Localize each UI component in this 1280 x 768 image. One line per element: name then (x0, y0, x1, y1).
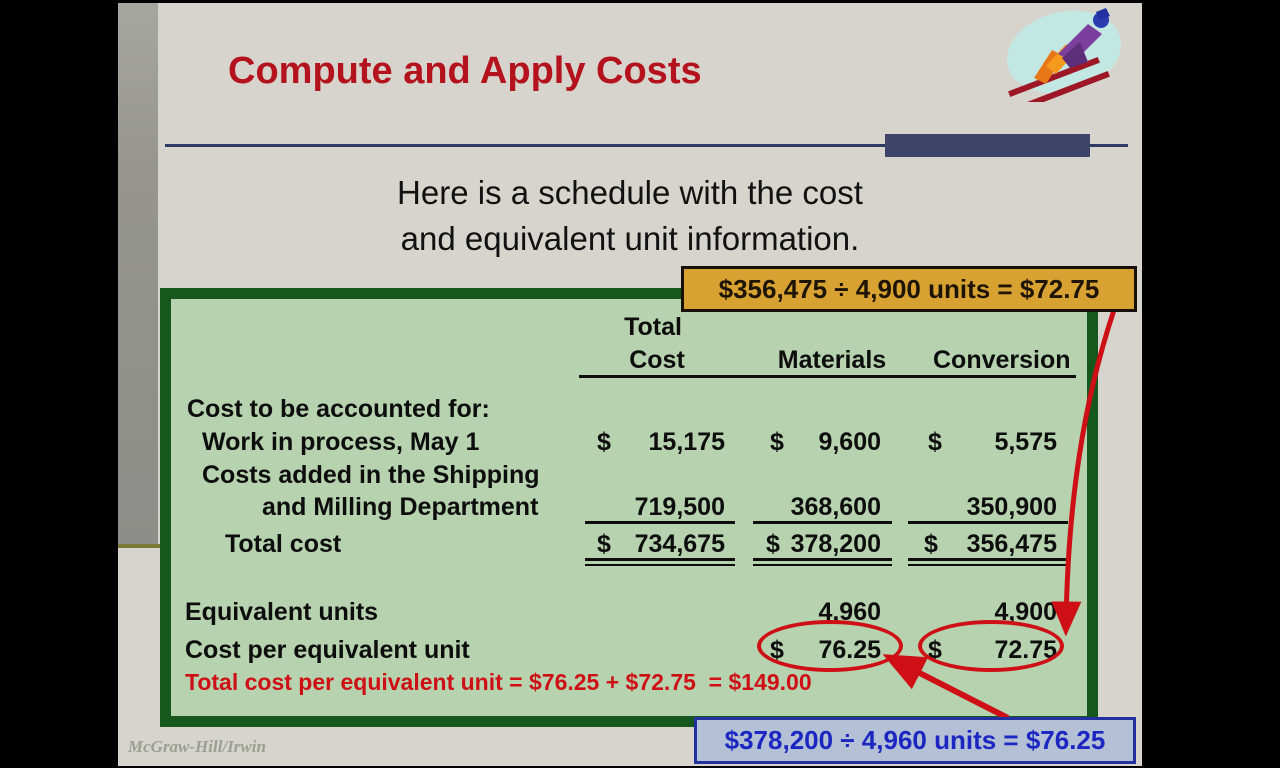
row-added-label-1: Costs added in the Shipping (202, 461, 540, 489)
grand-rule-total-1 (585, 558, 735, 561)
header-total-line2: Cost (629, 346, 685, 374)
circle-annotation-76-25 (757, 620, 903, 672)
conversion-formula-callout: $356,475 ÷ 4,900 units = $72.75 (681, 266, 1137, 312)
grand-rule-mat-1 (753, 558, 892, 561)
materials-formula-callout: $378,200 ÷ 4,960 units = $76.25 (694, 717, 1136, 764)
row-wip-conv-dollar: $ (928, 428, 942, 456)
row-totalcost-total-dollar: $ (597, 530, 611, 558)
row-wip-mat: 9,600 (818, 428, 881, 456)
left-gray-strip (118, 3, 158, 544)
row-totalcost-mat: 378,200 (790, 530, 881, 558)
row-added-conv: 350,900 (966, 493, 1057, 521)
grand-rule-conv-2 (908, 564, 1068, 566)
page-title: Compute and Apply Costs (228, 50, 702, 92)
row-totalcost-conv-dollar: $ (924, 530, 938, 558)
header-conversion: Conversion (933, 346, 1071, 374)
grand-rule-conv-1 (908, 558, 1068, 561)
header-materials: Materials (777, 346, 887, 374)
row-added-label-2: and Milling Department (262, 493, 539, 521)
row-totalcost-conv: 356,475 (966, 530, 1057, 558)
subtotal-rule-total (585, 521, 735, 524)
grand-rule-mat-2 (753, 564, 892, 566)
navy-accent-bar (885, 134, 1090, 157)
subtotal-rule-mat (753, 521, 892, 524)
row-wip-total: 15,175 (648, 428, 725, 456)
skier-clipart-icon (1006, 8, 1122, 102)
row-totalcost-total: 734,675 (634, 530, 725, 558)
circle-annotation-72-75 (918, 620, 1064, 672)
row-equnits-label: Equivalent units (185, 598, 379, 626)
publisher-footer: McGraw-Hill/Irwin (128, 737, 266, 756)
row-added-mat: 368,600 (790, 493, 881, 521)
subtotal-rule-conv (908, 521, 1068, 524)
row-wip-conv: 5,575 (994, 428, 1057, 456)
row-totalcost-mat-dollar: $ (766, 530, 780, 558)
total-cost-per-unit-note: Total cost per equivalent unit = $76.25 … (185, 669, 812, 695)
row-section-label: Cost to be accounted for: (187, 395, 490, 423)
row-wip-total-dollar: $ (597, 428, 611, 456)
subtitle-text: Here is a schedule with the cost and equ… (330, 170, 930, 262)
olive-accent-line (118, 544, 163, 548)
row-added-total: 719,500 (634, 493, 725, 521)
row-cpe-label: Cost per equivalent unit (185, 636, 470, 664)
header-underline (579, 375, 1076, 378)
row-wip-mat-dollar: $ (770, 428, 784, 456)
row-wip-label: Work in process, May 1 (202, 428, 480, 456)
grand-rule-total-2 (585, 564, 735, 566)
subtitle-line-2: and equivalent unit information. (400, 220, 860, 257)
title-underline (165, 144, 1128, 147)
row-totalcost-label: Total cost (225, 530, 342, 558)
subtitle-line-1: Here is a schedule with the cost (397, 174, 863, 211)
header-total-line1: Total (624, 313, 682, 341)
